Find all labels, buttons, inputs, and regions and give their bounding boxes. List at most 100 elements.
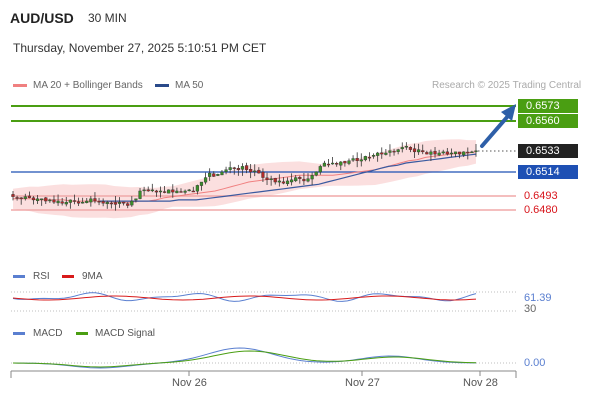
candle-body bbox=[314, 171, 318, 176]
candle-body bbox=[93, 198, 97, 202]
rsi-hidden-level: 30 bbox=[524, 303, 537, 315]
candle-body bbox=[449, 152, 454, 155]
candle-body bbox=[367, 156, 372, 159]
candle-body bbox=[240, 166, 245, 170]
candle-body bbox=[281, 181, 286, 184]
candle-body bbox=[310, 175, 314, 180]
candle-body bbox=[142, 189, 146, 192]
candle-body bbox=[208, 172, 212, 177]
candle-body bbox=[158, 190, 163, 193]
candle-body bbox=[318, 166, 322, 173]
candle-body bbox=[220, 171, 224, 176]
candle-body bbox=[384, 152, 388, 155]
candle-body bbox=[265, 177, 269, 181]
candle-body bbox=[64, 201, 68, 205]
candle-body bbox=[343, 160, 347, 164]
support-2-label: 0.6480 bbox=[524, 204, 558, 216]
candle-body bbox=[134, 198, 138, 201]
candle-body bbox=[109, 202, 113, 205]
candle-body bbox=[404, 146, 408, 148]
candle-body bbox=[130, 200, 134, 206]
candle-body bbox=[371, 155, 376, 157]
candle-body bbox=[228, 167, 232, 170]
rsi-legend-label: RSI bbox=[33, 271, 50, 282]
candle-body bbox=[326, 163, 331, 166]
candle-body bbox=[425, 152, 429, 155]
legend-ma20-label: MA 20 + Bollinger Bands bbox=[33, 80, 143, 91]
symbol-title: AUD/USD bbox=[10, 10, 74, 26]
resistance-1-tag: 0.6560 bbox=[518, 114, 578, 128]
rsi-value-label: 61.39 bbox=[524, 292, 554, 304]
candle-body bbox=[277, 180, 281, 183]
macd-line bbox=[12, 347, 476, 369]
candle-body bbox=[232, 167, 236, 169]
candle-body bbox=[68, 199, 72, 203]
candle-body bbox=[19, 197, 23, 200]
bollinger-band bbox=[13, 139, 476, 219]
candle-body bbox=[392, 150, 396, 153]
last-price-tag: 0.6533 bbox=[518, 144, 578, 158]
candle-body bbox=[31, 197, 36, 201]
rsi-ma-legend-label: 9MA bbox=[82, 271, 103, 282]
pivot-tag: 0.6514 bbox=[518, 165, 578, 179]
rsi-legend-swatch bbox=[13, 275, 25, 278]
candle-body bbox=[285, 180, 290, 185]
candle-body bbox=[351, 158, 355, 161]
projection-arrow-shaft bbox=[480, 114, 510, 148]
candle-body bbox=[11, 194, 15, 197]
candle-body bbox=[244, 165, 249, 170]
candle-body bbox=[462, 151, 466, 156]
candle-body bbox=[56, 200, 60, 204]
candle-body bbox=[35, 198, 40, 201]
candle-body bbox=[117, 201, 122, 204]
candle-body bbox=[363, 156, 367, 161]
ma50-line bbox=[100, 153, 477, 202]
x-label-nov27: Nov 27 bbox=[345, 377, 380, 389]
candle-body bbox=[302, 178, 306, 182]
support-1-label: 0.6493 bbox=[524, 190, 558, 202]
candle-body bbox=[52, 199, 56, 203]
candle-body bbox=[298, 177, 302, 179]
candle-body bbox=[458, 151, 462, 155]
candle-body bbox=[429, 151, 433, 155]
candle-body bbox=[453, 151, 458, 155]
candle-body bbox=[466, 151, 470, 154]
candle-body bbox=[388, 150, 392, 153]
candle-body bbox=[212, 173, 216, 177]
candle-body bbox=[85, 200, 89, 203]
candle-body bbox=[23, 196, 27, 199]
candle-body bbox=[330, 162, 335, 165]
candle-body bbox=[355, 158, 359, 161]
candle-body bbox=[15, 197, 19, 199]
candle-body bbox=[44, 197, 48, 202]
candle-body bbox=[171, 189, 175, 193]
projection-arrowhead bbox=[501, 104, 516, 121]
candle-body bbox=[437, 152, 441, 156]
candle-body bbox=[294, 177, 298, 182]
candle-body bbox=[40, 198, 44, 201]
candle-body bbox=[150, 189, 154, 192]
candle-body bbox=[76, 201, 81, 204]
candle-body bbox=[290, 179, 294, 183]
candle-body bbox=[163, 191, 167, 193]
candle-body bbox=[89, 198, 93, 203]
candle-body bbox=[101, 201, 105, 204]
candle-body bbox=[322, 162, 326, 167]
candle-body bbox=[306, 178, 310, 182]
candle-body bbox=[269, 178, 273, 181]
candle-body bbox=[273, 177, 277, 183]
macd-signal-line bbox=[12, 350, 477, 368]
candle-body bbox=[122, 201, 126, 204]
candle-body bbox=[113, 202, 118, 205]
candle-body bbox=[359, 159, 363, 162]
candle-body bbox=[183, 190, 187, 193]
macd-value-label: 0.00 bbox=[524, 357, 546, 369]
candle-body bbox=[199, 181, 204, 186]
x-label-nov28: Nov 28 bbox=[463, 377, 498, 389]
candle-body bbox=[48, 199, 52, 202]
datetime-label: Thursday, November 27, 2025 5:10:51 PM C… bbox=[13, 41, 267, 55]
candle-body bbox=[421, 150, 425, 153]
timeframe-label: 30 MIN bbox=[88, 11, 127, 25]
candle-body bbox=[347, 160, 351, 164]
